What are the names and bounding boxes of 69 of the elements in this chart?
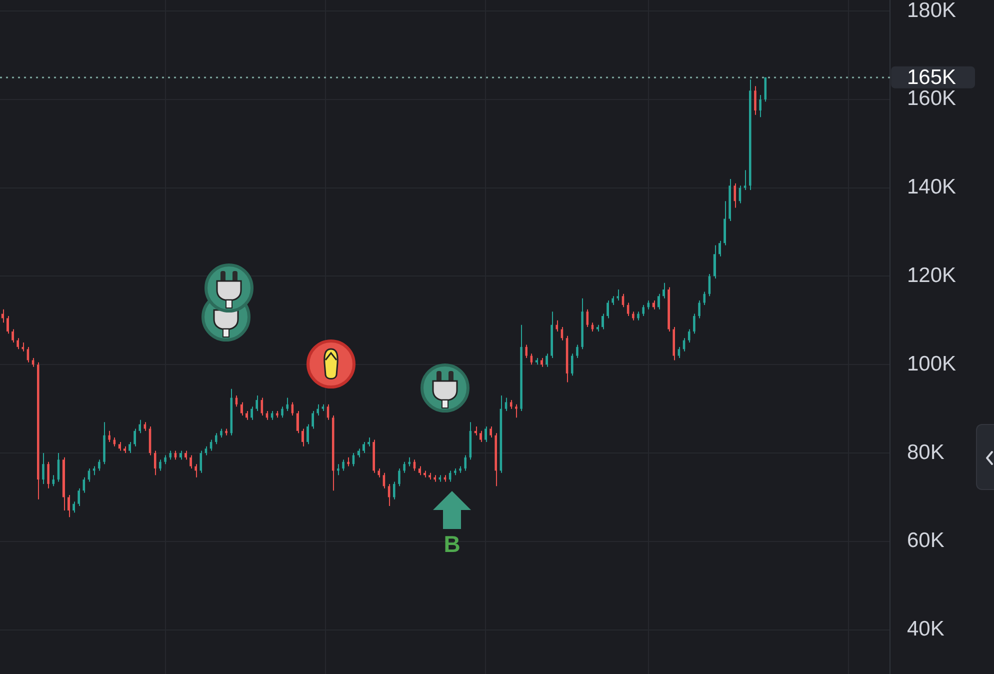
candlestick	[154, 450, 156, 476]
ref-line-label: 165K	[907, 66, 956, 90]
candlestick	[698, 300, 700, 319]
y-tick-label: 120K	[907, 264, 956, 288]
candlestick	[342, 459, 344, 472]
candlestick	[734, 182, 736, 208]
y-tick-label: 160K	[907, 87, 956, 110]
candlestick	[616, 288, 620, 302]
candlestick	[128, 441, 131, 454]
candlestick	[688, 328, 690, 344]
candlestick	[337, 464, 340, 476]
candlestick	[306, 424, 309, 445]
candlestick	[250, 406, 253, 420]
y-tick-label: 100K	[907, 352, 956, 376]
candlestick	[642, 304, 644, 317]
candlestick	[504, 397, 508, 412]
candlestick	[403, 461, 406, 474]
candlestick	[464, 454, 466, 472]
candlestick	[576, 344, 578, 358]
candlestick	[316, 404, 319, 416]
candlestick	[490, 426, 492, 438]
candlestick	[703, 291, 706, 306]
candlestick	[754, 86, 756, 116]
candlestick	[98, 459, 100, 472]
candlestick	[546, 353, 548, 368]
candlestick	[678, 346, 680, 358]
candlestick	[52, 474, 55, 487]
candlestick	[215, 432, 218, 445]
candlestick	[47, 461, 50, 489]
candlestick	[556, 320, 558, 332]
candlestick	[194, 464, 197, 478]
candlestick	[515, 404, 518, 418]
candlestick	[602, 313, 604, 330]
candlestick	[190, 454, 192, 469]
candlestick	[281, 406, 284, 418]
candlestick	[78, 488, 80, 507]
candlestick	[759, 94, 762, 118]
candlestick	[200, 450, 202, 474]
y-tick-label: 40K	[907, 618, 944, 641]
candlestick	[744, 170, 746, 191]
candlestick	[479, 430, 482, 442]
candlestick	[16, 338, 19, 350]
y-tick-label: 140K	[907, 176, 956, 199]
candlestick	[159, 459, 162, 472]
candlestick	[312, 410, 314, 430]
candlestick	[662, 282, 665, 299]
candlestick	[362, 441, 365, 454]
candlestick	[693, 313, 696, 334]
y-tick-label: 180K	[907, 0, 956, 22]
candlestick	[718, 240, 721, 257]
candlestick	[571, 353, 574, 376]
candlestick	[525, 344, 528, 358]
candlestick	[12, 328, 14, 344]
candlestick	[72, 501, 75, 514]
candlestick	[42, 452, 44, 484]
y-tick-label: 60K	[907, 529, 944, 552]
candlestick	[398, 468, 400, 487]
candlestick	[6, 316, 9, 334]
candlestick	[134, 428, 136, 447]
candlestick	[108, 430, 110, 442]
candlestick	[606, 300, 609, 319]
candlestick	[256, 395, 258, 412]
candlestick	[68, 494, 70, 518]
candlestick	[138, 419, 141, 434]
y-tick-label: 80K	[907, 440, 944, 464]
candlestick	[286, 397, 288, 412]
candlestick	[393, 481, 396, 500]
annotation: B	[442, 530, 462, 558]
candlestick	[484, 426, 487, 442]
